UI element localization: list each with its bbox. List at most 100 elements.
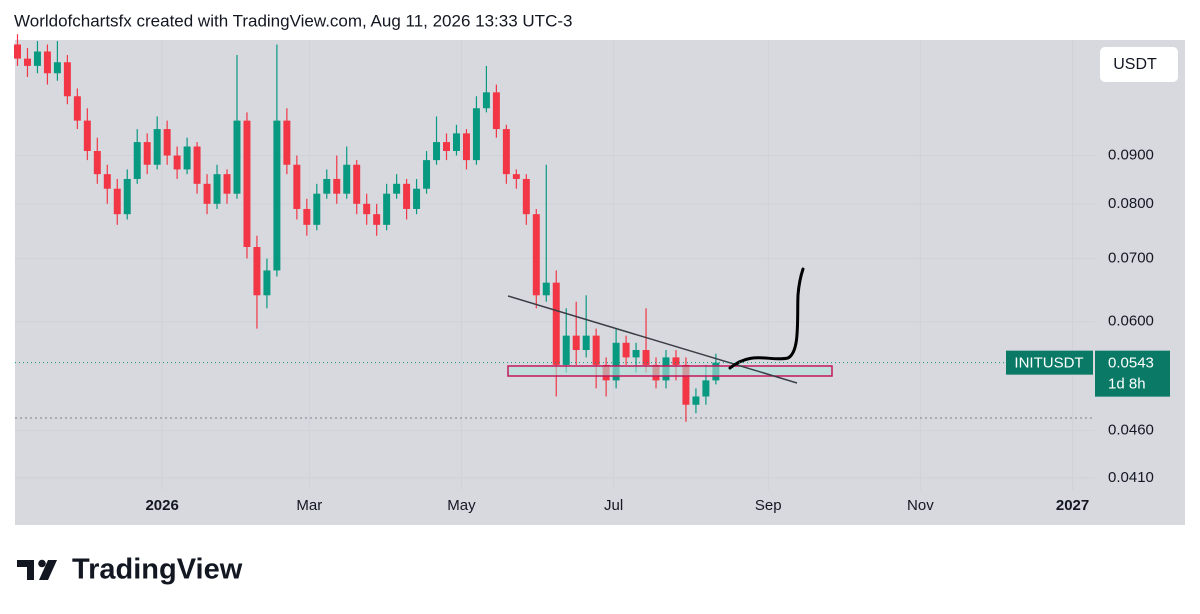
candle-body — [452, 133, 460, 151]
brand-name: TradingView — [72, 554, 243, 586]
candle-body — [313, 193, 321, 225]
x-tick-label: Jul — [604, 497, 623, 514]
currency-label[interactable]: USDT — [1113, 56, 1157, 73]
price-box — [1095, 350, 1170, 397]
candle-body — [193, 146, 201, 184]
candle-body — [43, 51, 51, 74]
candle-body — [153, 129, 161, 165]
candle-body — [213, 174, 221, 204]
candle-body — [293, 164, 301, 209]
candle-body — [263, 270, 271, 296]
y-tick-label: 0.0460 — [1108, 422, 1154, 439]
candle-body — [223, 174, 231, 194]
projection-curve — [728, 267, 805, 370]
candle-body — [163, 129, 171, 156]
candle-body — [243, 120, 251, 247]
candle-body — [103, 174, 111, 189]
candle-body — [143, 142, 151, 165]
candle-body — [423, 160, 431, 189]
candle-body — [542, 282, 550, 296]
candle-body — [33, 51, 41, 66]
candle-body — [233, 120, 241, 194]
y-tick-label: 0.0600 — [1108, 313, 1154, 330]
candle-body — [333, 178, 341, 194]
candle-body — [562, 335, 570, 365]
candle-body — [632, 350, 640, 358]
candle-body — [532, 214, 540, 296]
support-zone — [507, 365, 833, 377]
candle-body — [93, 150, 101, 175]
candle-body — [512, 174, 520, 179]
candle-body — [572, 335, 580, 351]
price-tag: INITUSDT 0.0543 1d 8h — [15, 350, 1170, 397]
candle-body — [83, 120, 91, 151]
candle-body — [582, 335, 590, 351]
candle-body — [672, 357, 680, 365]
candle-body — [253, 246, 261, 296]
y-tick-label: 0.0800 — [1108, 195, 1154, 212]
candle-body — [183, 146, 191, 170]
x-tick-label: Mar — [296, 497, 322, 514]
candle-body — [462, 133, 470, 161]
candle-body — [123, 178, 131, 215]
candle-body — [173, 155, 181, 170]
trend-line — [507, 295, 798, 384]
candle-body — [303, 208, 311, 225]
candle-body — [413, 188, 421, 209]
candle-body — [383, 193, 391, 225]
candle-body — [443, 142, 450, 151]
candle-body — [592, 335, 600, 365]
x-tick-label: 2027 — [1056, 497, 1089, 514]
candle-body — [353, 164, 361, 204]
candle-body — [133, 142, 141, 179]
currency-button[interactable] — [1100, 47, 1178, 82]
candle-body — [363, 203, 371, 215]
candle-body — [682, 364, 690, 405]
candle-body — [343, 164, 351, 194]
candle-body — [642, 350, 650, 365]
plot-background — [15, 40, 1185, 525]
candle-body — [373, 214, 381, 225]
x-tick-label: May — [447, 497, 476, 514]
symbol-label: INITUSDT — [1014, 355, 1083, 372]
symbol-tag — [1006, 350, 1093, 375]
footer-logo: TradingView — [17, 554, 243, 586]
candle-body — [273, 120, 281, 271]
candle-body — [622, 342, 630, 358]
candle-body — [63, 62, 71, 97]
countdown-label: 1d 8h — [1108, 376, 1146, 393]
candle-body — [113, 188, 121, 215]
y-tick-label: 0.0700 — [1108, 250, 1154, 267]
candle-body — [53, 62, 61, 74]
logo-slash — [39, 560, 57, 580]
last-price-label: 0.0543 — [1108, 355, 1154, 372]
candles — [14, 34, 720, 422]
logo-dot — [38, 559, 46, 568]
candle-body — [203, 183, 211, 204]
x-tick-label: Nov — [907, 497, 934, 514]
x-tick-label: Sep — [755, 497, 782, 514]
candle-body — [502, 129, 510, 175]
candle-body — [552, 282, 560, 365]
logo-mark — [17, 560, 34, 580]
candle-body — [522, 178, 530, 215]
x-tick-label: 2026 — [145, 497, 178, 514]
candle-body — [283, 120, 291, 165]
candle-body — [482, 92, 490, 109]
candle-body — [403, 183, 411, 209]
axes: 0.0410 0.0460 0.0600 0.0700 0.0800 0.0900 2026… — [145, 146, 1153, 513]
candle-body — [702, 380, 710, 397]
candle-body — [323, 178, 331, 194]
candle-body — [393, 183, 401, 194]
candle-body — [433, 142, 441, 161]
y-tick-label: 0.0410 — [1108, 469, 1154, 486]
candle-body — [692, 396, 700, 405]
candle-body — [23, 58, 31, 66]
candle-body — [73, 96, 81, 121]
candle-body — [472, 108, 480, 161]
candle-body — [492, 92, 500, 130]
attribution: Worldofchartsfx created with TradingView… — [14, 11, 572, 30]
candle-body — [612, 342, 620, 381]
